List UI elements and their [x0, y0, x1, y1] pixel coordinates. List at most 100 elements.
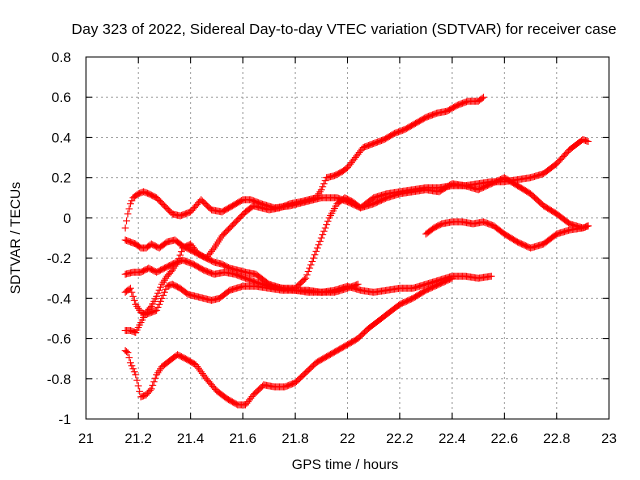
data-point-track-6 — [175, 255, 183, 263]
data-point-track-5 — [448, 274, 456, 282]
data-point-track-4 — [157, 297, 165, 305]
data-point-track-3 — [479, 93, 487, 101]
data-point-track-6 — [155, 286, 163, 294]
data-point-track-6 — [304, 268, 312, 276]
data-point-track-5 — [126, 359, 134, 367]
data-point-track-4 — [128, 288, 136, 296]
data-point-track-4 — [353, 281, 361, 289]
data-point-track-2 — [487, 272, 495, 280]
data-point-track-4 — [162, 285, 170, 293]
data-point-track-5 — [194, 364, 202, 372]
data-point-track-6 — [313, 244, 321, 252]
x-tick-label: 21.2 — [125, 430, 152, 446]
data-point-track-6 — [321, 224, 329, 232]
data-point-track-5 — [125, 354, 133, 362]
data-point-track-6 — [154, 289, 162, 297]
data-point-track-5 — [130, 368, 138, 376]
data-point-track-1 — [126, 200, 134, 208]
data-point-track-4 — [129, 292, 137, 300]
data-point-track-5 — [123, 348, 131, 356]
data-point-track-6 — [310, 254, 318, 262]
y-tick-label: -1 — [59, 411, 72, 427]
x-tick-label: 21.8 — [282, 430, 309, 446]
data-point-track-6 — [316, 237, 324, 245]
data-point-track-6 — [300, 275, 308, 283]
data-point-track-4 — [130, 296, 138, 304]
data-point-track-6 — [315, 241, 323, 249]
data-point-track-5 — [150, 378, 158, 386]
data-point-track-5 — [200, 371, 208, 379]
data-point-track-7 — [584, 222, 592, 230]
x-tick-label: 22.4 — [438, 430, 465, 446]
data-point-track-6 — [303, 271, 311, 279]
y-tick-label: 0 — [63, 210, 71, 226]
y-tick-label: 0.6 — [52, 89, 72, 105]
data-point-track-6 — [176, 251, 184, 259]
data-point-track-6 — [306, 264, 314, 272]
data-point-track-7 — [583, 222, 591, 230]
y-tick-label: -0.4 — [47, 290, 71, 306]
data-point-track-5 — [197, 368, 205, 376]
data-point-track-3 — [320, 180, 328, 188]
x-tick-label: 21.6 — [229, 430, 256, 446]
data-point-track-5 — [134, 382, 142, 390]
data-point-track-3 — [478, 94, 486, 102]
data-point-track-4 — [126, 284, 134, 292]
chart-title: Day 323 of 2022, Sidereal Day-to-day VTE… — [72, 21, 617, 38]
data-point-track-6 — [302, 274, 310, 282]
data-point-track-6 — [311, 251, 319, 259]
x-tick-label: 22.6 — [491, 430, 518, 446]
axis-ticks: 21 21.2 21.4 21.6 21.8 22 22.2 22.4 22.6 22.8 23 -1… — [47, 49, 617, 446]
data-point-track-1 — [125, 205, 133, 213]
data-points — [121, 93, 592, 409]
data-point-track-5 — [124, 349, 132, 357]
data-point-track-1 — [123, 217, 131, 225]
data-point-track-4 — [159, 291, 167, 299]
data-point-track-6 — [320, 227, 328, 235]
x-tick-label: 22.2 — [386, 430, 413, 446]
data-point-track-6 — [177, 248, 185, 256]
data-point-track-1 — [128, 197, 136, 205]
x-tick-label: 22.8 — [543, 430, 570, 446]
data-point-track-5 — [147, 385, 155, 393]
data-point-track-5 — [198, 369, 206, 377]
data-point-track-3 — [319, 183, 327, 191]
data-point-track-5 — [447, 275, 455, 283]
y-tick-label: -0.8 — [47, 371, 71, 387]
data-point-track-5 — [133, 376, 141, 384]
data-point-track-4 — [354, 280, 362, 288]
x-tick-label: 22 — [340, 430, 356, 446]
data-point-track-6 — [146, 304, 154, 312]
data-point-track-3 — [209, 246, 217, 254]
y-tick-label: -0.6 — [47, 331, 71, 347]
x-tick-label: 21 — [78, 430, 94, 446]
data-point-track-4 — [153, 306, 161, 314]
data-point-track-1 — [124, 210, 132, 218]
data-point-track-5 — [132, 371, 140, 379]
data-point-track-5 — [136, 387, 144, 395]
data-point-track-6 — [153, 292, 161, 300]
data-point-track-6 — [308, 257, 316, 265]
data-point-track-6 — [157, 283, 165, 291]
data-point-track-6 — [319, 231, 327, 239]
y-tick-label: 0.8 — [52, 49, 72, 65]
data-point-track-6 — [324, 217, 332, 225]
data-point-track-5 — [151, 374, 159, 382]
data-point-track-5 — [192, 361, 200, 369]
data-point-track-5 — [193, 362, 201, 370]
data-point-track-6 — [317, 234, 325, 242]
data-point-track-6 — [307, 261, 315, 269]
data-point-track-3 — [317, 186, 325, 194]
data-point-track-6 — [583, 137, 591, 145]
x-tick-label: 23 — [601, 430, 617, 446]
x-axis-label: GPS time / hours — [292, 456, 399, 472]
data-point-track-6 — [323, 221, 331, 229]
data-point-track-4 — [158, 294, 166, 302]
data-point-track-5 — [146, 386, 154, 394]
data-point-track-6 — [312, 247, 320, 255]
data-point-track-4 — [155, 300, 163, 308]
data-point-track-5 — [196, 366, 204, 374]
x-tick-label: 21.4 — [177, 430, 204, 446]
y-axis-label: SDTVAR / TECUs — [7, 182, 23, 294]
